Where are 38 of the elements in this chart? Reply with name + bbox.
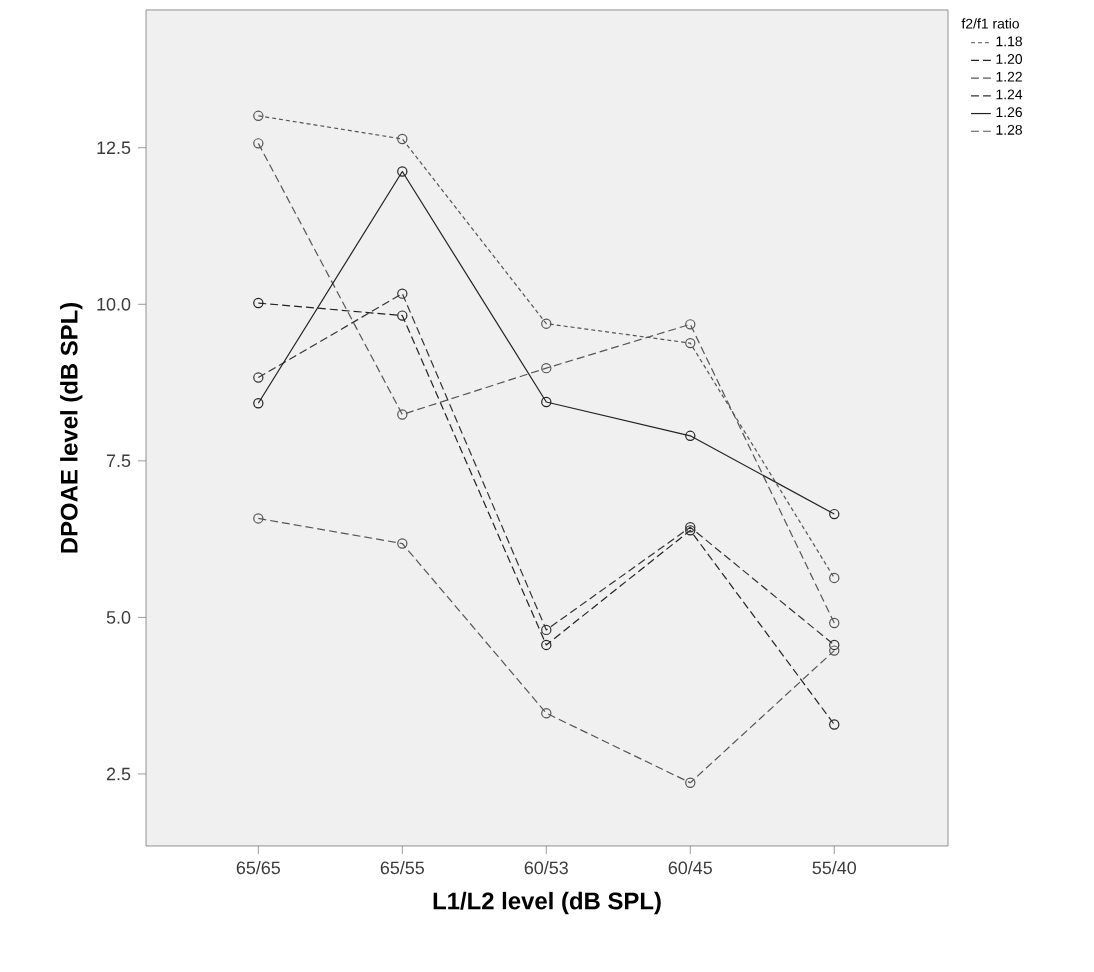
point xyxy=(829,719,840,730)
point xyxy=(253,513,264,524)
point xyxy=(541,396,552,408)
point xyxy=(253,372,264,383)
y-tick-label: 10.0 xyxy=(97,297,131,311)
point xyxy=(685,430,696,441)
x-tick-label: 65/65 xyxy=(236,861,280,875)
y-tick-label: 7.5 xyxy=(106,454,131,468)
point xyxy=(253,110,264,121)
x-tick-label: 55/40 xyxy=(812,861,856,875)
point xyxy=(397,166,408,177)
point xyxy=(541,624,552,636)
y-tick-label: 5.0 xyxy=(106,611,131,624)
y-tick-label: 12.5 xyxy=(97,141,131,155)
point xyxy=(541,362,552,374)
x-axis-title: L1/L2 level (dB SPL) xyxy=(433,891,661,915)
point xyxy=(541,639,552,651)
x-tick-label: 60/45 xyxy=(668,861,712,875)
point xyxy=(685,319,696,330)
y-tick-label: 2.5 xyxy=(106,767,131,781)
point xyxy=(253,297,264,309)
point xyxy=(829,572,840,584)
point xyxy=(541,318,552,329)
point xyxy=(253,138,264,149)
x-tick-label: 65/55 xyxy=(380,861,424,875)
point xyxy=(685,337,696,349)
y-axis-title: DPOAE level (dB SPL) xyxy=(60,302,83,553)
point xyxy=(829,645,840,656)
point xyxy=(397,288,408,299)
point xyxy=(397,310,408,321)
point xyxy=(829,639,840,651)
point xyxy=(541,708,552,719)
x-tick-label: 60/53 xyxy=(524,861,568,875)
point xyxy=(397,409,408,420)
point xyxy=(685,777,696,788)
point xyxy=(397,133,408,145)
point xyxy=(397,538,408,549)
point xyxy=(829,617,840,629)
